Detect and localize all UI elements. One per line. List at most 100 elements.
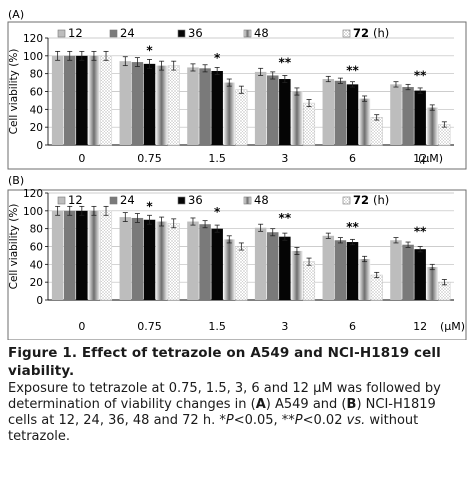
x-tick-label: 0.75 xyxy=(137,320,162,333)
x-tick-label: 6 xyxy=(349,320,356,333)
significance-marker: ** xyxy=(414,69,427,83)
legend-label: 12 xyxy=(68,193,83,207)
bar-72h xyxy=(167,65,180,146)
y-tick-label: 0 xyxy=(36,140,43,152)
x-tick-label: 1.5 xyxy=(208,152,226,165)
bar-72h xyxy=(303,261,316,301)
x-tick-label: 12 xyxy=(413,320,427,333)
legend-label: 48 xyxy=(254,193,269,207)
y-tick-label: 80 xyxy=(30,69,43,81)
legend-swatch xyxy=(177,29,186,38)
significance-marker: ** xyxy=(346,63,359,77)
y-tick-label: 40 xyxy=(30,259,43,271)
bar-36h xyxy=(211,228,223,300)
bar-24h xyxy=(266,75,279,145)
significance-marker: * xyxy=(146,44,153,58)
caption-text: vs. xyxy=(346,413,366,428)
significance-marker: ** xyxy=(414,225,427,239)
y-tick-label: 20 xyxy=(30,122,43,134)
y-tick-label: 60 xyxy=(30,87,43,99)
bar-12h xyxy=(51,55,64,146)
bar-36h xyxy=(414,90,426,145)
bar-36h xyxy=(346,242,359,300)
legend-swatch xyxy=(57,29,66,38)
x-tick-label: 12 xyxy=(413,152,427,165)
legend-swatch xyxy=(243,196,252,205)
bar-72h xyxy=(235,246,248,301)
bar-24h xyxy=(199,224,211,300)
y-tick-label: 0 xyxy=(36,295,43,307)
legend-label: 36 xyxy=(188,26,203,40)
y-tick-label: 40 xyxy=(30,104,43,116)
bar-12h xyxy=(254,71,267,145)
significance-marker: ** xyxy=(279,211,292,225)
bar-72h xyxy=(438,124,451,146)
caption-text: P xyxy=(225,413,234,428)
legend-label: 72 xyxy=(353,193,369,207)
bar-12h xyxy=(119,217,132,300)
legend-unit: (h) xyxy=(373,26,389,40)
bar-48h xyxy=(155,65,168,145)
significance-marker: * xyxy=(214,51,221,65)
x-tick-label: 6 xyxy=(349,152,356,165)
bar-48h xyxy=(223,82,236,145)
caption-text: B xyxy=(346,397,357,412)
legend-swatch xyxy=(109,196,118,205)
bar-24h xyxy=(334,240,347,300)
bar-36h xyxy=(211,70,223,145)
bar-48h xyxy=(291,91,303,145)
caption-text: ) NCI-H1819 cells at 12, 24, 36, 48 and … xyxy=(8,397,436,428)
bar-24h xyxy=(131,62,144,146)
bar-36h xyxy=(143,219,156,300)
y-tick-label: 60 xyxy=(30,242,43,254)
bar-72h xyxy=(100,55,113,146)
legend-label: 36 xyxy=(188,193,203,207)
x-tick-label: 0.75 xyxy=(137,152,162,165)
bar-48h xyxy=(88,210,100,300)
legend-unit: (h) xyxy=(373,193,389,207)
bar-24h xyxy=(266,232,279,300)
bar-12h xyxy=(51,210,64,300)
bar-24h xyxy=(63,210,76,300)
bar-48h xyxy=(155,221,168,300)
figure-caption: Figure 1. Effect of tetrazole on A549 an… xyxy=(8,344,466,445)
legend-swatch xyxy=(109,29,118,38)
bar-12h xyxy=(254,227,267,300)
significance-marker: * xyxy=(146,200,153,214)
x-tick-label: 0 xyxy=(78,152,85,165)
bar-36h xyxy=(414,249,426,300)
bar-48h xyxy=(426,107,439,145)
y-axis-label: Cell viability (%) xyxy=(8,49,20,135)
caption-title: Figure 1. Effect of tetrazole on A549 an… xyxy=(8,345,441,379)
bar-36h xyxy=(143,63,156,145)
x-tick-label: 1.5 xyxy=(208,320,226,333)
bar-12h xyxy=(187,221,199,300)
y-tick-label: 20 xyxy=(30,277,43,289)
legend-label: 12 xyxy=(68,26,83,40)
caption-text: Exposure to tetrazole at 0.75, 1.5, 3, 6… xyxy=(8,381,441,412)
bar-24h xyxy=(199,68,211,145)
bar-72h xyxy=(370,274,383,301)
legend-swatch xyxy=(177,196,186,205)
bar-72h xyxy=(370,117,383,146)
bar-12h xyxy=(390,240,402,300)
y-tick-label: 100 xyxy=(23,206,43,218)
bar-48h xyxy=(223,239,236,300)
x-tick-label: 3 xyxy=(281,320,288,333)
bar-72h xyxy=(303,102,316,146)
legend-label: 24 xyxy=(120,193,135,207)
bar-72h xyxy=(100,210,113,301)
bar-24h xyxy=(334,80,347,145)
y-axis-label: Cell viability (%) xyxy=(8,204,20,290)
legend-swatch xyxy=(342,196,351,205)
bar-12h xyxy=(322,79,335,145)
bar-24h xyxy=(402,244,414,300)
caption-text: ) A549 and ( xyxy=(265,397,347,412)
bar-12h xyxy=(187,67,199,145)
panel-label: (A) xyxy=(8,8,24,21)
significance-marker: ** xyxy=(346,220,359,234)
legend-swatch xyxy=(57,196,66,205)
